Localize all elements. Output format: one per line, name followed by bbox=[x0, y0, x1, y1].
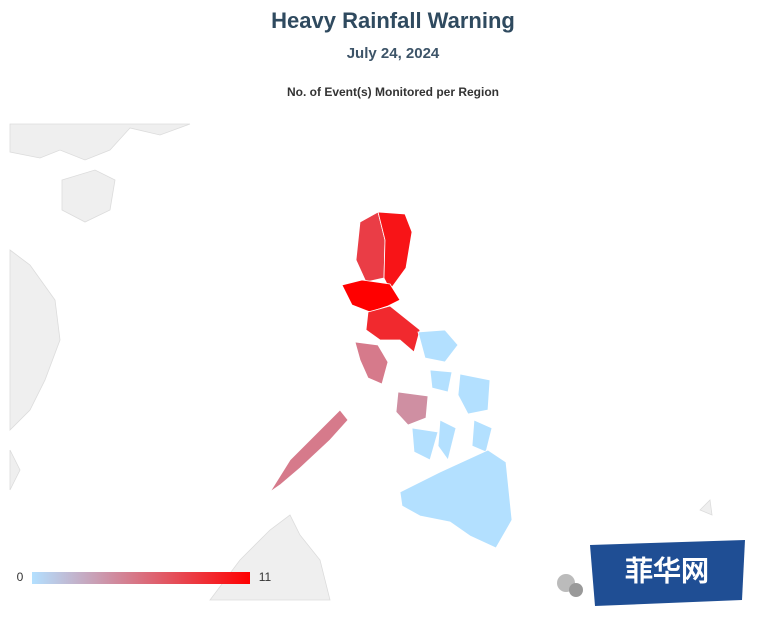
watermark: 菲华网 bbox=[557, 540, 745, 606]
region bbox=[354, 341, 389, 385]
region bbox=[429, 369, 453, 393]
legend-max: 11 bbox=[259, 570, 272, 584]
legend-min: 0 bbox=[17, 570, 24, 584]
map-title: No. of Event(s) Monitored per Region bbox=[287, 85, 499, 99]
region bbox=[417, 329, 459, 363]
region bbox=[399, 449, 513, 549]
legend-gradient bbox=[32, 572, 250, 584]
region bbox=[457, 373, 491, 415]
region bbox=[365, 305, 421, 353]
region bbox=[269, 409, 349, 493]
region bbox=[377, 211, 413, 291]
region bbox=[395, 391, 429, 426]
subtitle: July 24, 2024 bbox=[347, 45, 440, 62]
region bbox=[341, 279, 401, 313]
regions bbox=[269, 211, 513, 549]
title: Heavy Rainfall Warning bbox=[271, 8, 515, 33]
watermark-text: 菲华网 bbox=[625, 554, 709, 586]
region bbox=[411, 427, 439, 461]
region bbox=[471, 419, 493, 453]
region bbox=[437, 419, 457, 461]
